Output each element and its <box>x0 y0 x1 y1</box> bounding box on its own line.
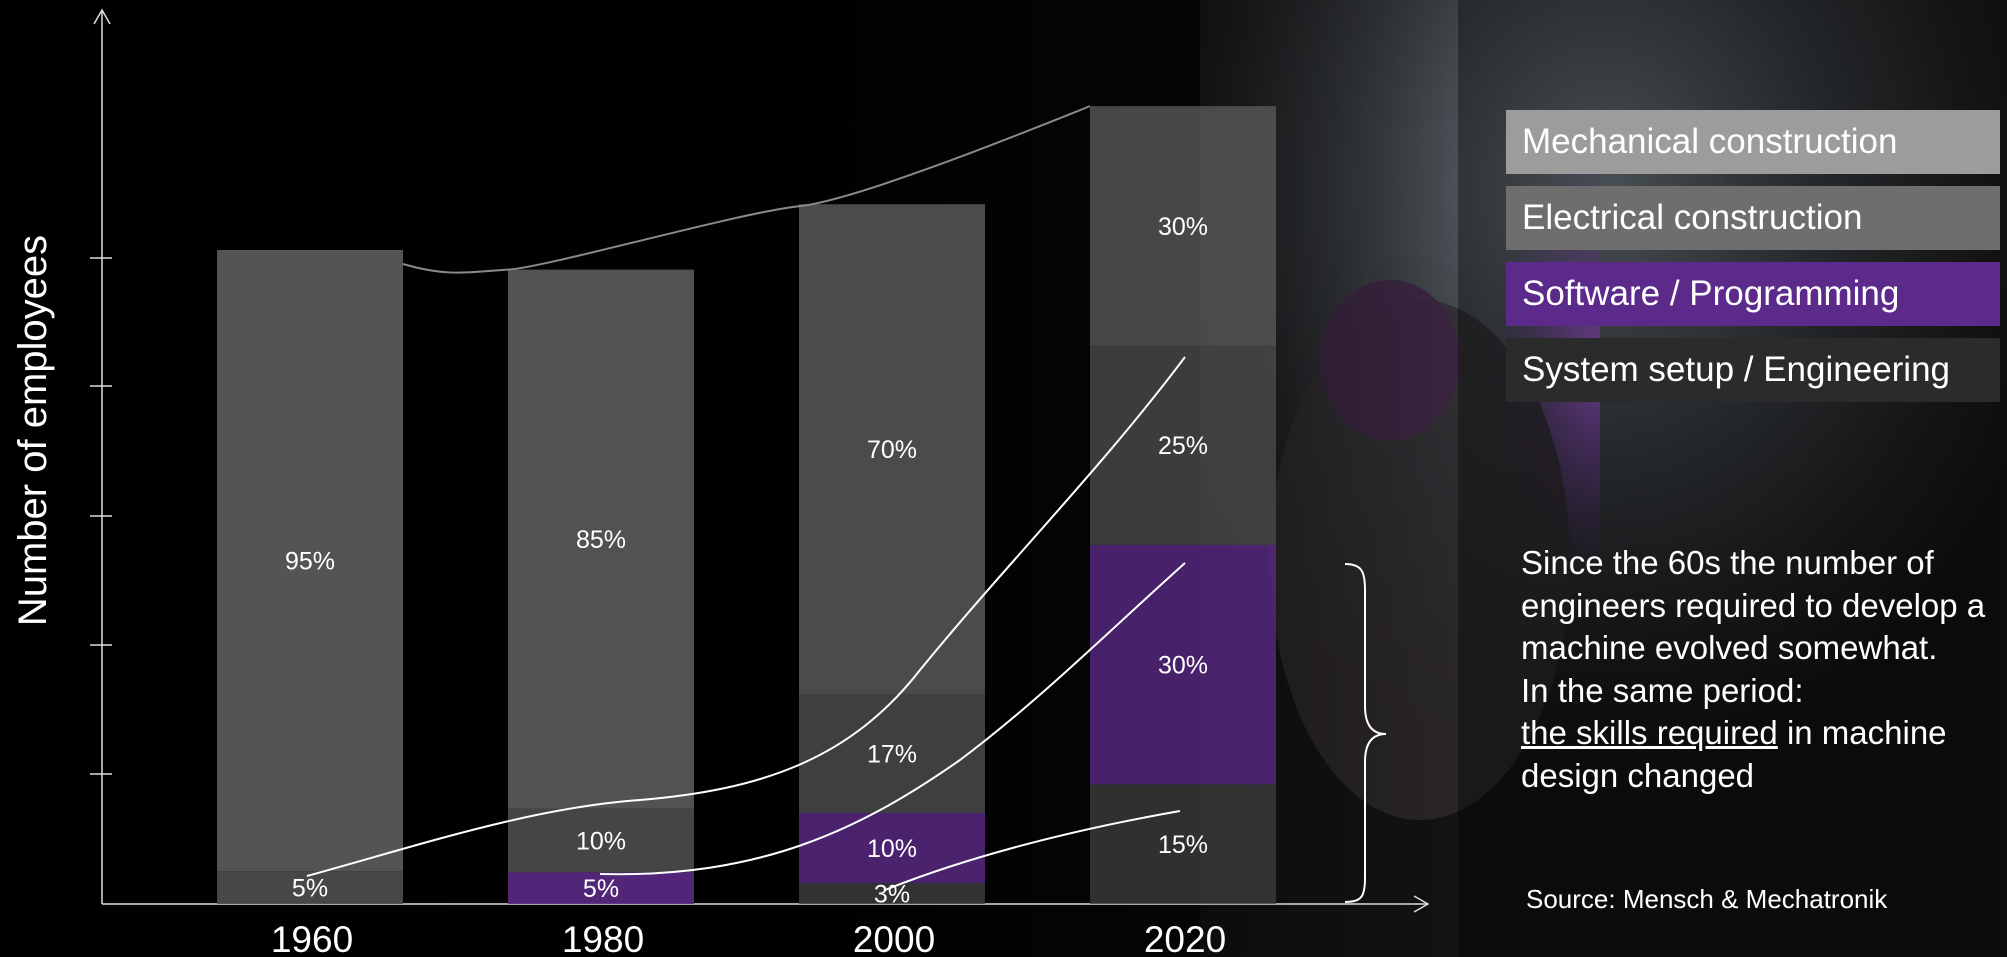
x-axis-arrow <box>1413 895 1430 913</box>
bar-segment <box>508 872 694 904</box>
note-line-1: Since the 60s the number of engineers re… <box>1521 544 1986 666</box>
trend-curve-system <box>884 810 1181 891</box>
x-tick-label: 1960 <box>271 919 353 957</box>
bar-segment <box>1090 784 1276 904</box>
bar-segment <box>508 269 694 809</box>
legend-item: System setup / Engineering <box>1506 338 2000 402</box>
explanation-text: Since the 60s the number of engineers re… <box>1521 542 1991 797</box>
legend-item: Electrical construction <box>1506 186 2000 250</box>
bar-segment <box>1090 106 1276 346</box>
x-tick-label: 1980 <box>562 919 644 957</box>
x-tick-label: 2000 <box>853 919 935 957</box>
segment-label: 30% <box>1158 213 1208 241</box>
segment-label: 3% <box>874 881 910 909</box>
bracket-brace <box>1344 563 1387 903</box>
bar-segment <box>217 250 403 872</box>
trend-curve-software <box>599 562 1186 876</box>
trend-curve-electrical <box>306 356 1186 877</box>
bar-segment <box>799 883 985 904</box>
legend-item: Mechanical construction <box>1506 110 2000 174</box>
y-axis-label: Number of employees <box>11 234 56 626</box>
bar-segment <box>799 813 985 884</box>
bar-segment <box>1090 544 1276 785</box>
bar-segment <box>799 694 985 814</box>
bar-segment <box>799 204 985 695</box>
segment-label: 10% <box>867 835 917 863</box>
note-line-2: In the same period: <box>1521 671 1804 709</box>
source-citation: Source: Mensch & Mechatronik <box>1526 884 1888 914</box>
segment-label: 5% <box>583 875 619 903</box>
note-line-3: the skills required in machine design ch… <box>1521 712 1991 797</box>
segment-label: 25% <box>1158 432 1208 460</box>
segment-label: 17% <box>867 741 917 769</box>
segment-label: 30% <box>1158 652 1208 680</box>
y-axis-arrow <box>93 8 111 25</box>
note-underlined: the skills required <box>1521 714 1778 751</box>
segment-label: 5% <box>292 875 328 903</box>
note-line-3-rest: in machine design changed <box>1521 714 1947 794</box>
segment-label: 70% <box>867 436 917 464</box>
x-tick-label: 2020 <box>1144 919 1226 957</box>
chart-legend: Mechanical construction Electrical constr… <box>1506 110 2000 414</box>
total-trend-line <box>402 105 1091 274</box>
bar-segment <box>508 808 694 873</box>
legend-item: Software / Programming <box>1506 262 2000 326</box>
segment-label: 15% <box>1158 831 1208 859</box>
segment-label: 95% <box>285 548 335 576</box>
bar-segment <box>1090 345 1276 545</box>
segment-label: 10% <box>576 828 626 856</box>
bar-segment <box>217 871 403 904</box>
segment-label: 85% <box>576 526 626 554</box>
